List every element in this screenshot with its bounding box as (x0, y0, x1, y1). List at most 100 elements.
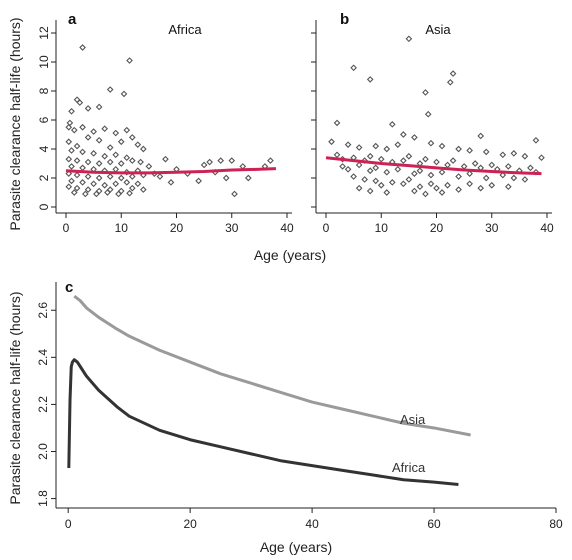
data-point (112, 129, 120, 137)
data-point (101, 152, 108, 160)
data-point (84, 186, 92, 193)
data-point (394, 141, 402, 148)
data-point (162, 155, 169, 163)
data-point (449, 70, 457, 77)
data-point (521, 176, 529, 183)
data-point (115, 190, 122, 198)
data-point (156, 173, 164, 180)
data-point (499, 151, 507, 159)
data-point (455, 186, 462, 193)
y-tick-label: 2.4 (36, 349, 50, 366)
data-point (195, 177, 202, 185)
data-point (482, 174, 490, 182)
bottom-y-axis-title: Parasite clearance half-life (hours) (7, 291, 23, 504)
data-point (400, 180, 407, 188)
data-point (145, 163, 153, 170)
x-tick-label: 60 (427, 517, 441, 531)
data-point (82, 190, 89, 198)
data-point (222, 174, 230, 182)
data-point (532, 136, 540, 144)
top-y-axis-title: Parasite clearance half-life (hours) (7, 17, 23, 230)
series-label-asia: Asia (400, 412, 426, 427)
data-point (90, 128, 97, 135)
y-tick-label: 2.6 (36, 302, 50, 319)
data-point (106, 158, 114, 166)
data-point (433, 158, 440, 166)
x-tick-label: 0 (323, 221, 330, 235)
data-point (101, 125, 108, 133)
y-tick-label: 10 (37, 55, 51, 69)
data-point (112, 165, 120, 173)
data-point (444, 181, 451, 189)
data-point (355, 144, 363, 151)
data-point (140, 186, 147, 193)
data-point (405, 152, 413, 160)
data-point (438, 142, 446, 150)
data-point (65, 123, 73, 131)
data-point (267, 157, 274, 164)
data-point (400, 131, 407, 138)
data-point (455, 145, 462, 153)
data-point (488, 161, 496, 169)
series-line-africa (67, 358, 459, 486)
data-point (84, 134, 92, 141)
data-point (339, 163, 346, 170)
x-tick-label: 20 (170, 221, 184, 235)
data-point (422, 155, 429, 163)
data-point (95, 103, 103, 111)
bottom-x-axis-title: Age (years) (260, 539, 332, 555)
x-tick-label: 0 (63, 221, 70, 235)
panel-a-fit-line (65, 167, 277, 175)
data-point (411, 134, 418, 141)
data-point (84, 105, 92, 112)
data-point (424, 110, 432, 118)
data-point (366, 152, 374, 160)
data-point (405, 176, 413, 183)
data-point (200, 161, 208, 169)
data-point (510, 150, 518, 157)
y-tick-label: 1.8 (36, 490, 50, 507)
data-point (79, 44, 86, 51)
data-point (117, 174, 125, 182)
data-point (527, 164, 534, 172)
data-point (350, 64, 357, 72)
data-point (68, 177, 75, 185)
data-point (73, 171, 81, 179)
data-point (333, 119, 341, 127)
data-point (433, 184, 440, 192)
panel-a-letter: a (68, 11, 77, 28)
data-point (134, 141, 142, 148)
data-point (372, 177, 380, 185)
data-point (388, 121, 396, 128)
data-point (427, 139, 435, 147)
data-point (106, 86, 114, 93)
data-point (90, 165, 97, 173)
data-point (438, 189, 446, 196)
data-point (372, 142, 380, 150)
data-point (120, 90, 128, 98)
x-tick-label: 30 (225, 221, 239, 235)
data-point (383, 145, 391, 153)
data-point (446, 78, 454, 86)
data-point (377, 155, 385, 163)
panel-a-points (65, 44, 274, 198)
data-point (471, 160, 479, 167)
data-point (416, 160, 424, 167)
data-point (427, 171, 435, 179)
data-point (383, 189, 391, 196)
data-point (466, 170, 473, 177)
data-point (444, 161, 451, 169)
data-point (68, 163, 75, 170)
data-point (123, 179, 131, 186)
data-point (344, 165, 352, 173)
data-point (466, 147, 473, 154)
data-point (521, 152, 529, 160)
data-point (79, 123, 86, 131)
x-tick-label: 30 (485, 221, 499, 235)
data-point (411, 187, 418, 195)
panel-a-ticks: 0 2 4 6 8 10 12 0 10 20 30 40 (37, 26, 294, 235)
data-point (117, 138, 125, 146)
data-point (482, 148, 490, 156)
data-point (355, 184, 363, 192)
data-point (93, 190, 100, 198)
